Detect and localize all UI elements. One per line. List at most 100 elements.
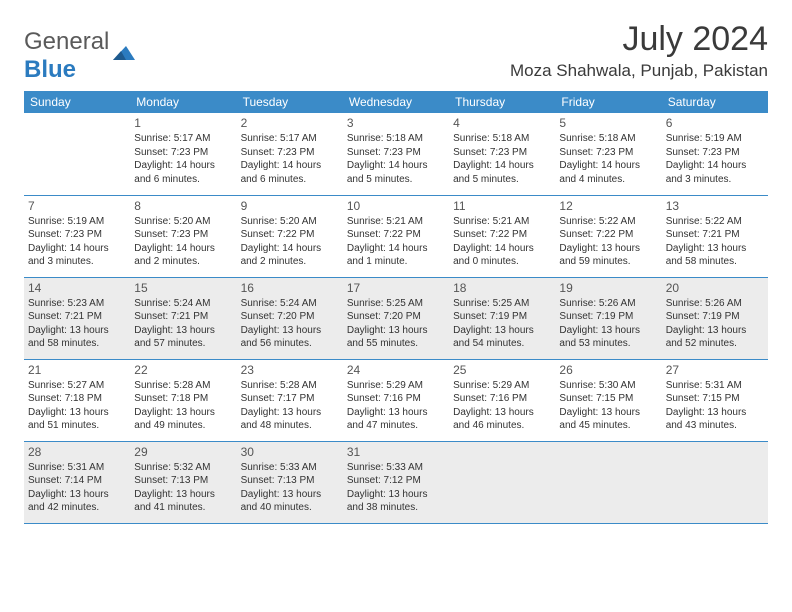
day-cell: 6Sunrise: 5:19 AMSunset: 7:23 PMDaylight… (662, 113, 768, 195)
title-block: July 2024 Moza Shahwala, Punjab, Pakista… (510, 20, 768, 87)
day-cell (555, 441, 661, 523)
day-info: Sunrise: 5:20 AMSunset: 7:22 PMDaylight:… (241, 215, 339, 269)
day-cell (662, 441, 768, 523)
day-cell: 24Sunrise: 5:29 AMSunset: 7:16 PMDayligh… (343, 359, 449, 441)
header: General Blue July 2024 Moza Shahwala, Pu… (24, 20, 768, 87)
day-number: 27 (666, 363, 764, 377)
week-row: 21 Sunrise: 5:27 AMSunset: 7:18 PMDayligh… (24, 359, 768, 441)
day-cell: 26 Sunrise: 5:30 AMSunset: 7:15 PMDayligh… (555, 359, 661, 441)
day-info: Sunrise: 5:22 AMSunset: 7:22 PMDaylight:… (559, 215, 657, 269)
day-number: 17 (347, 281, 445, 295)
day-number: 28 (28, 445, 126, 459)
week-row: 1Sunrise: 5:17 AMSunset: 7:23 PMDaylight… (24, 113, 768, 195)
day-header-saturday: Saturday (662, 91, 768, 113)
day-cell: 28 Sunrise: 5:31 AMSunset: 7:14 PMDayligh… (24, 441, 130, 523)
day-info: Sunrise: 5:26 AMSunset: 7:19 PMDaylight:… (559, 297, 657, 351)
day-cell: 19 Sunrise: 5:26 AMSunset: 7:19 PMDayligh… (555, 277, 661, 359)
day-info: Sunrise: 5:31 AMSunset: 7:14 PMDaylight:… (28, 461, 126, 515)
month-title: July 2024 (510, 20, 768, 59)
day-cell: 5Sunrise: 5:18 AMSunset: 7:23 PMDaylight… (555, 113, 661, 195)
day-cell: 7Sunrise: 5:19 AMSunset: 7:23 PMDaylight… (24, 195, 130, 277)
day-cell: 10 Sunrise: 5:21 AMSunset: 7:22 PMDayligh… (343, 195, 449, 277)
day-info: Sunrise: 5:33 AMSunset: 7:12 PMDaylight:… (347, 461, 445, 515)
day-info: Sunrise: 5:24 AMSunset: 7:20 PMDaylight:… (241, 297, 339, 351)
day-cell: 23 Sunrise: 5:28 AMSunset: 7:17 PMDayligh… (237, 359, 343, 441)
day-info: Sunrise: 5:32 AMSunset: 7:13 PMDaylight:… (134, 461, 232, 515)
day-header-row: SundayMondayTuesdayWednesdayThursdayFrid… (24, 91, 768, 113)
day-cell: 13 Sunrise: 5:22 AMSunset: 7:21 PMDayligh… (662, 195, 768, 277)
day-header-wednesday: Wednesday (343, 91, 449, 113)
day-number: 26 (559, 363, 657, 377)
day-info: Sunrise: 5:18 AMSunset: 7:23 PMDaylight:… (347, 132, 445, 186)
day-cell: 1Sunrise: 5:17 AMSunset: 7:23 PMDaylight… (130, 113, 236, 195)
day-cell: 22 Sunrise: 5:28 AMSunset: 7:18 PMDayligh… (130, 359, 236, 441)
day-number: 19 (559, 281, 657, 295)
day-number: 10 (347, 199, 445, 213)
triangle-icon (113, 44, 139, 69)
day-number: 5 (559, 116, 657, 130)
day-cell: 4 Sunrise: 5:18 AMSunset: 7:23 PMDaylight… (449, 113, 555, 195)
day-info: Sunrise: 5:26 AMSunset: 7:19 PMDaylight:… (666, 297, 764, 351)
day-cell: 9Sunrise: 5:20 AMSunset: 7:22 PMDaylight… (237, 195, 343, 277)
day-info: Sunrise: 5:19 AMSunset: 7:23 PMDaylight:… (666, 132, 764, 186)
logo-word-2: Blue (24, 56, 76, 83)
day-info: Sunrise: 5:22 AMSunset: 7:21 PMDaylight:… (666, 215, 764, 269)
day-header-monday: Monday (130, 91, 236, 113)
day-cell: 3 Sunrise: 5:18 AMSunset: 7:23 PMDaylight… (343, 113, 449, 195)
day-cell: 29 Sunrise: 5:32 AMSunset: 7:13 PMDayligh… (130, 441, 236, 523)
day-info: Sunrise: 5:23 AMSunset: 7:21 PMDaylight:… (28, 297, 126, 351)
day-number: 7 (28, 199, 126, 213)
day-cell: 18Sunrise: 5:25 AMSunset: 7:19 PMDayligh… (449, 277, 555, 359)
day-info: Sunrise: 5:25 AMSunset: 7:19 PMDaylight:… (453, 297, 551, 351)
day-info: Sunrise: 5:29 AMSunset: 7:16 PMDaylight:… (347, 379, 445, 433)
day-cell: 11Sunrise: 5:21 AMSunset: 7:22 PMDayligh… (449, 195, 555, 277)
day-number: 21 (28, 363, 126, 377)
day-number: 3 (347, 116, 445, 130)
day-info: Sunrise: 5:33 AMSunset: 7:13 PMDaylight:… (241, 461, 339, 515)
day-number: 22 (134, 363, 232, 377)
day-info: Sunrise: 5:25 AMSunset: 7:20 PMDaylight:… (347, 297, 445, 351)
logo-text: General Blue (24, 28, 109, 84)
day-number: 16 (241, 281, 339, 295)
day-info: Sunrise: 5:17 AMSunset: 7:23 PMDaylight:… (241, 132, 339, 186)
day-number: 30 (241, 445, 339, 459)
day-number: 12 (559, 199, 657, 213)
day-info: Sunrise: 5:17 AMSunset: 7:23 PMDaylight:… (134, 132, 232, 186)
day-number: 8 (134, 199, 232, 213)
day-cell: 8 Sunrise: 5:20 AMSunset: 7:23 PMDaylight… (130, 195, 236, 277)
day-number: 4 (453, 116, 551, 130)
day-info: Sunrise: 5:30 AMSunset: 7:15 PMDaylight:… (559, 379, 657, 433)
day-info: Sunrise: 5:27 AMSunset: 7:18 PMDaylight:… (28, 379, 126, 433)
day-header-sunday: Sunday (24, 91, 130, 113)
day-number: 2 (241, 116, 339, 130)
day-cell (449, 441, 555, 523)
day-cell: 31 Sunrise: 5:33 AMSunset: 7:12 PMDayligh… (343, 441, 449, 523)
day-cell (24, 113, 130, 195)
day-info: Sunrise: 5:21 AMSunset: 7:22 PMDaylight:… (453, 215, 551, 269)
day-cell: 2 Sunrise: 5:17 AMSunset: 7:23 PMDaylight… (237, 113, 343, 195)
day-number: 29 (134, 445, 232, 459)
day-info: Sunrise: 5:29 AMSunset: 7:16 PMDaylight:… (453, 379, 551, 433)
day-cell: 15Sunrise: 5:24 AMSunset: 7:21 PMDayligh… (130, 277, 236, 359)
day-cell: 27 Sunrise: 5:31 AMSunset: 7:15 PMDayligh… (662, 359, 768, 441)
day-info: Sunrise: 5:21 AMSunset: 7:22 PMDaylight:… (347, 215, 445, 269)
day-number: 13 (666, 199, 764, 213)
day-header-thursday: Thursday (449, 91, 555, 113)
day-info: Sunrise: 5:18 AMSunset: 7:23 PMDaylight:… (453, 132, 551, 186)
day-number: 25 (453, 363, 551, 377)
day-info: Sunrise: 5:28 AMSunset: 7:18 PMDaylight:… (134, 379, 232, 433)
location: Moza Shahwala, Punjab, Pakistan (510, 61, 768, 81)
day-cell: 12 Sunrise: 5:22 AMSunset: 7:22 PMDayligh… (555, 195, 661, 277)
day-number: 23 (241, 363, 339, 377)
day-number: 20 (666, 281, 764, 295)
day-info: Sunrise: 5:28 AMSunset: 7:17 PMDaylight:… (241, 379, 339, 433)
logo: General Blue (24, 28, 139, 84)
day-cell: 25 Sunrise: 5:29 AMSunset: 7:16 PMDayligh… (449, 359, 555, 441)
week-row: 7Sunrise: 5:19 AMSunset: 7:23 PMDaylight… (24, 195, 768, 277)
week-row: 28 Sunrise: 5:31 AMSunset: 7:14 PMDayligh… (24, 441, 768, 523)
day-info: Sunrise: 5:20 AMSunset: 7:23 PMDaylight:… (134, 215, 232, 269)
day-header-friday: Friday (555, 91, 661, 113)
day-info: Sunrise: 5:31 AMSunset: 7:15 PMDaylight:… (666, 379, 764, 433)
day-number: 31 (347, 445, 445, 459)
day-header-tuesday: Tuesday (237, 91, 343, 113)
